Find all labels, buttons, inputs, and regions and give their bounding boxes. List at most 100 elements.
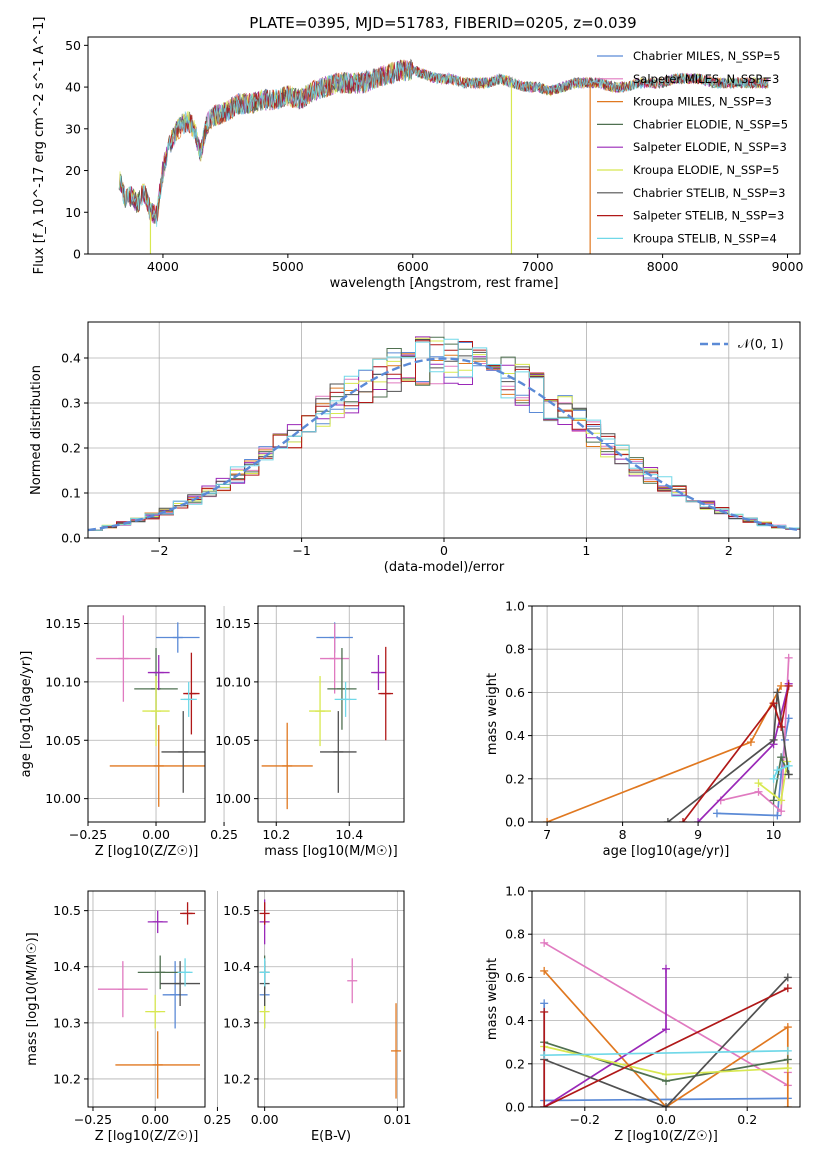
x-tick-label: 9000 xyxy=(772,259,804,274)
y-tick-label: 0.6 xyxy=(505,685,525,700)
legend-label: Kroupa ELODIE, N_SSP=5 xyxy=(633,163,779,177)
plot-area-mass-vs-Z xyxy=(97,902,201,1099)
panel-weight-vs-Z: −0.2 0.0 0.2 0.0 0.2 0.4 0.6 0.8 1.0 Z [log10(Z/Z… xyxy=(485,884,801,1144)
y-axis-label: mass weight xyxy=(485,673,500,755)
plot-area-weight-vs-age xyxy=(543,653,793,822)
y-tick-label: 50 xyxy=(65,38,81,53)
x-tick-label: 0.00 xyxy=(141,1112,169,1127)
y-tick-label: 0 xyxy=(73,247,81,262)
x-tick-label: 1 xyxy=(582,543,590,558)
x-tick-label: 0 xyxy=(440,543,448,558)
plot-area-age-vs-Z xyxy=(96,615,205,807)
plot-area-age-vs-mass xyxy=(261,622,394,810)
axes-frame xyxy=(87,36,801,255)
x-tick-label: −2 xyxy=(150,543,168,558)
panel-weight-vs-age: 7 8 9 10 0.0 0.2 0.4 0.6 0.8 1.0 age [log10(age/yr… xyxy=(485,599,801,859)
weight-line xyxy=(697,683,790,822)
panel-age-vs-mass: 10.2 10.4 10.00 10.05 10.10 10.15 mass [log10(… xyxy=(215,605,405,859)
x-tick-label: −0.2 xyxy=(570,1112,600,1127)
x-tick-label: 0.25 xyxy=(204,1112,232,1127)
figure-title: PLATE=0395, MJD=51783, FIBERID=0205, z=0… xyxy=(249,14,636,32)
x-tick-label: 8000 xyxy=(647,259,679,274)
x-tick-label: 5000 xyxy=(272,259,304,274)
y-tick-label: 1.0 xyxy=(505,884,525,899)
axes-frame xyxy=(257,605,405,823)
x-axis-label: wavelength [Angstrom, rest frame] xyxy=(330,276,559,291)
x-tick-label: 10.2 xyxy=(262,827,290,842)
spectrum-line xyxy=(118,59,769,222)
axes-frame xyxy=(87,605,206,823)
plot-area-mass-vs-ebv xyxy=(259,899,402,1099)
y-axis-label: Normed distribution xyxy=(29,365,44,495)
y-axis-label: age [log10(age/yr)] xyxy=(19,651,34,778)
x-tick-label: 9 xyxy=(694,827,702,842)
x-axis-label: Z [log10(Z/Z☉)] xyxy=(95,844,199,859)
y-tick-label: 10.05 xyxy=(215,733,251,748)
y-tick-label: 10.5 xyxy=(53,903,81,918)
x-tick-label: −1 xyxy=(292,543,310,558)
y-tick-label: 0.2 xyxy=(505,1056,525,1071)
weight-line xyxy=(546,685,782,822)
spectrum-line xyxy=(118,61,769,228)
legend-label: 𝒩(0, 1) xyxy=(738,336,784,351)
panel-spectrum: 4000 5000 6000 7000 8000 9000 0 10 20 30 40 50 wavel… xyxy=(32,17,803,291)
y-tick-label: 10.00 xyxy=(45,791,81,806)
legend-label: Salpeter MILES, N_SSP=3 xyxy=(633,72,779,86)
x-tick-label: 4000 xyxy=(147,259,179,274)
x-tick-label: 0.00 xyxy=(251,1112,279,1127)
legend-label: Salpeter ELODIE, N_SSP=3 xyxy=(633,140,787,154)
y-tick-label: 10.2 xyxy=(53,1071,81,1086)
y-tick-label: 10.3 xyxy=(223,1015,251,1030)
x-tick-label: 0.00 xyxy=(142,827,170,842)
legend-label: Chabrier STELIB, N_SSP=3 xyxy=(633,186,785,200)
y-tick-label: 0.0 xyxy=(505,1100,525,1115)
legend-label: Kroupa STELIB, N_SSP=4 xyxy=(633,231,777,245)
legend-label: Chabrier ELODIE, N_SSP=5 xyxy=(633,117,788,131)
legend-label: Kroupa MILES, N_SSP=3 xyxy=(633,95,772,109)
legend-label: Salpeter STELIB, N_SSP=3 xyxy=(633,209,784,223)
y-tick-label: 10.10 xyxy=(215,674,251,689)
y-tick-label: 10.5 xyxy=(223,903,251,918)
y-tick-label: 10 xyxy=(65,205,81,220)
axes-frame xyxy=(87,890,206,1108)
weight-line xyxy=(720,657,790,813)
axes-frame xyxy=(531,605,801,823)
x-tick-label: 8 xyxy=(619,827,627,842)
y-tick-label: 0.0 xyxy=(61,531,81,546)
panel-residuals: −2 −1 0 1 2 0.0 0.1 0.2 0.3 0.4 (data-model)/error… xyxy=(29,321,801,575)
y-tick-label: 10.10 xyxy=(45,674,81,689)
y-tick-label: 0.8 xyxy=(505,927,525,942)
y-axis-label: mass [log10(M/M☉)] xyxy=(25,932,40,1065)
axes-frame xyxy=(257,890,405,1108)
y-tick-label: 10.15 xyxy=(215,616,251,631)
weight-line xyxy=(544,1049,788,1057)
x-tick-label: −0.25 xyxy=(69,827,107,842)
x-axis-label: mass [log10(M/M☉)] xyxy=(264,844,397,859)
x-axis-label: Z [log10(Z/Z☉)] xyxy=(614,1129,718,1144)
y-tick-label: 0.6 xyxy=(505,970,525,985)
y-tick-label: 0.4 xyxy=(505,1013,525,1028)
y-tick-label: 30 xyxy=(65,121,81,136)
y-tick-label: 0.4 xyxy=(61,351,81,366)
y-tick-label: 10.4 xyxy=(53,959,81,974)
x-tick-label: 2 xyxy=(725,543,733,558)
panel-mass-vs-ebv: 0.00 0.01 10.2 10.3 10.4 10.5 E(B-V) xyxy=(223,890,411,1144)
weight-line xyxy=(682,685,790,822)
x-tick-label: 7 xyxy=(543,827,551,842)
panel-age-vs-Z: −0.25 0.00 0.25 10.00 10.05 10.10 10.15 Z [log1… xyxy=(19,605,238,859)
y-tick-label: 10.15 xyxy=(45,616,81,631)
y-tick-label: 0.2 xyxy=(505,771,525,786)
x-tick-label: 0.25 xyxy=(210,827,238,842)
y-axis-label: mass weight xyxy=(485,958,500,1040)
y-tick-label: 10.4 xyxy=(223,959,251,974)
y-tick-label: 10.3 xyxy=(53,1015,81,1030)
y-tick-label: 0.8 xyxy=(505,642,525,657)
plot-area-weight-vs-Z xyxy=(540,938,792,1107)
y-tick-label: 0.1 xyxy=(61,486,81,501)
histogram-step xyxy=(88,338,800,538)
plot-area-residuals xyxy=(88,336,800,538)
y-tick-label: 0.3 xyxy=(61,396,81,411)
x-tick-label: 0.01 xyxy=(383,1112,411,1127)
y-axis-label: Flux [f_λ 10^-17 erg cm^-2 s^-1 A^-1] xyxy=(32,17,47,275)
